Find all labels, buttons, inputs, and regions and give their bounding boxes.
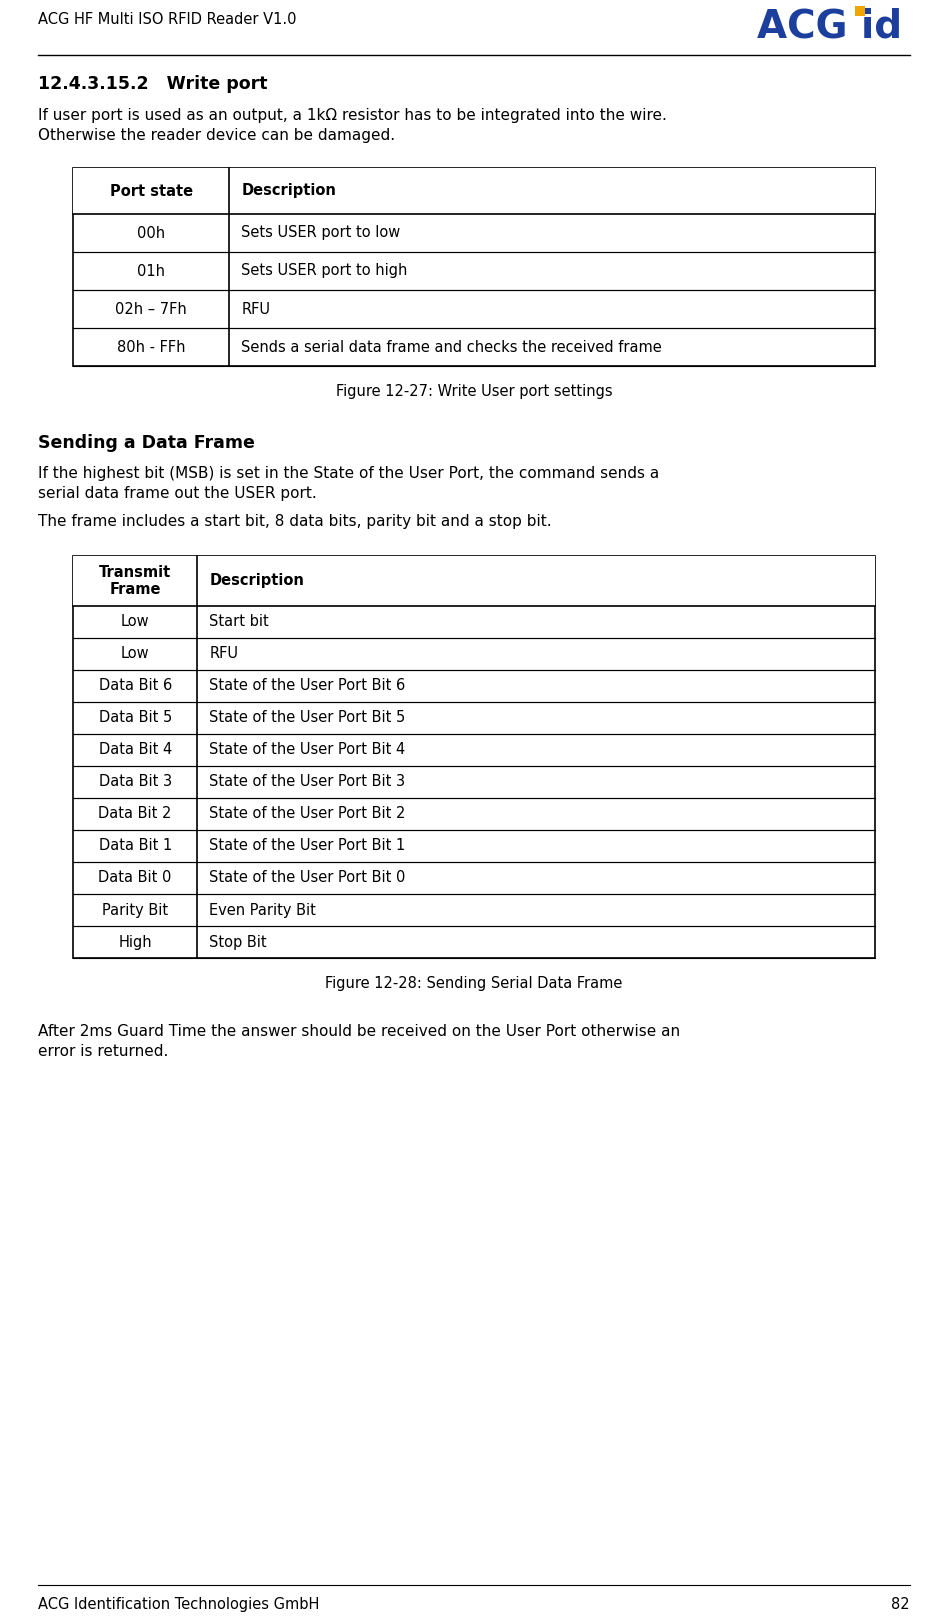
Text: 02h – 7Fh: 02h – 7Fh — [116, 302, 187, 316]
Text: Transmit
Frame: Transmit Frame — [99, 564, 172, 597]
Text: Low: Low — [120, 647, 150, 662]
Text: State of the User Port Bit 1: State of the User Port Bit 1 — [210, 839, 406, 853]
Text: State of the User Port Bit 0: State of the User Port Bit 0 — [210, 871, 406, 886]
Text: Data Bit 2: Data Bit 2 — [99, 806, 172, 821]
Text: Sets USER port to high: Sets USER port to high — [242, 263, 408, 279]
Text: RFU: RFU — [210, 647, 238, 662]
Text: State of the User Port Bit 6: State of the User Port Bit 6 — [210, 678, 406, 694]
Text: Data Bit 4: Data Bit 4 — [99, 743, 172, 757]
Text: High: High — [118, 934, 152, 949]
Text: Data Bit 6: Data Bit 6 — [99, 678, 172, 694]
Text: State of the User Port Bit 5: State of the User Port Bit 5 — [210, 710, 406, 725]
Text: Description: Description — [210, 574, 304, 589]
Text: 00h: 00h — [137, 225, 165, 240]
Text: 01h: 01h — [137, 263, 165, 279]
Text: The frame includes a start bit, 8 data bits, parity bit and a stop bit.: The frame includes a start bit, 8 data b… — [38, 514, 552, 529]
Text: Parity Bit: Parity Bit — [102, 902, 168, 918]
Text: Sending a Data Frame: Sending a Data Frame — [38, 435, 255, 453]
Bar — [73, 169, 875, 214]
Text: Description: Description — [242, 183, 337, 198]
Text: After 2ms Guard Time the answer should be received on the User Port otherwise an: After 2ms Guard Time the answer should b… — [38, 1023, 680, 1040]
Text: Data Bit 0: Data Bit 0 — [99, 871, 172, 886]
Text: Sends a serial data frame and checks the received frame: Sends a serial data frame and checks the… — [242, 339, 662, 355]
Text: Port state: Port state — [110, 183, 192, 198]
Text: ACG Identification Technologies GmbH: ACG Identification Technologies GmbH — [38, 1598, 319, 1612]
Text: 80h - FFh: 80h - FFh — [117, 339, 186, 355]
Text: Stop Bit: Stop Bit — [210, 934, 267, 949]
Text: Figure 12-28: Sending Serial Data Frame: Figure 12-28: Sending Serial Data Frame — [325, 976, 623, 991]
Text: Low: Low — [120, 615, 150, 629]
Text: ACG HF Multi ISO RFID Reader V1.0: ACG HF Multi ISO RFID Reader V1.0 — [38, 11, 297, 28]
Bar — [73, 169, 875, 367]
Text: RFU: RFU — [242, 302, 270, 316]
Text: 82: 82 — [891, 1598, 910, 1612]
Text: If user port is used as an output, a 1kΩ resistor has to be integrated into the : If user port is used as an output, a 1kΩ… — [38, 109, 666, 123]
Text: 12.4.3.15.2   Write port: 12.4.3.15.2 Write port — [38, 75, 267, 92]
Text: serial data frame out the USER port.: serial data frame out the USER port. — [38, 487, 317, 501]
Text: error is returned.: error is returned. — [38, 1045, 169, 1059]
Text: State of the User Port Bit 2: State of the User Port Bit 2 — [210, 806, 406, 821]
Bar — [855, 6, 865, 16]
Text: If the highest bit (MSB) is set in the State of the User Port, the command sends: If the highest bit (MSB) is set in the S… — [38, 466, 659, 482]
Text: Start bit: Start bit — [210, 615, 269, 629]
Text: Figure 12-27: Write User port settings: Figure 12-27: Write User port settings — [336, 384, 612, 399]
Text: Even Parity Bit: Even Parity Bit — [210, 902, 317, 918]
Text: State of the User Port Bit 3: State of the User Port Bit 3 — [210, 774, 406, 790]
Text: ACG id: ACG id — [757, 6, 902, 45]
Text: Data Bit 1: Data Bit 1 — [99, 839, 172, 853]
Text: State of the User Port Bit 4: State of the User Port Bit 4 — [210, 743, 406, 757]
Text: Otherwise the reader device can be damaged.: Otherwise the reader device can be damag… — [38, 128, 395, 143]
Text: Sets USER port to low: Sets USER port to low — [242, 225, 401, 240]
Text: Data Bit 3: Data Bit 3 — [99, 774, 172, 790]
Bar — [73, 556, 875, 607]
Text: Data Bit 5: Data Bit 5 — [99, 710, 172, 725]
Bar — [73, 556, 875, 959]
